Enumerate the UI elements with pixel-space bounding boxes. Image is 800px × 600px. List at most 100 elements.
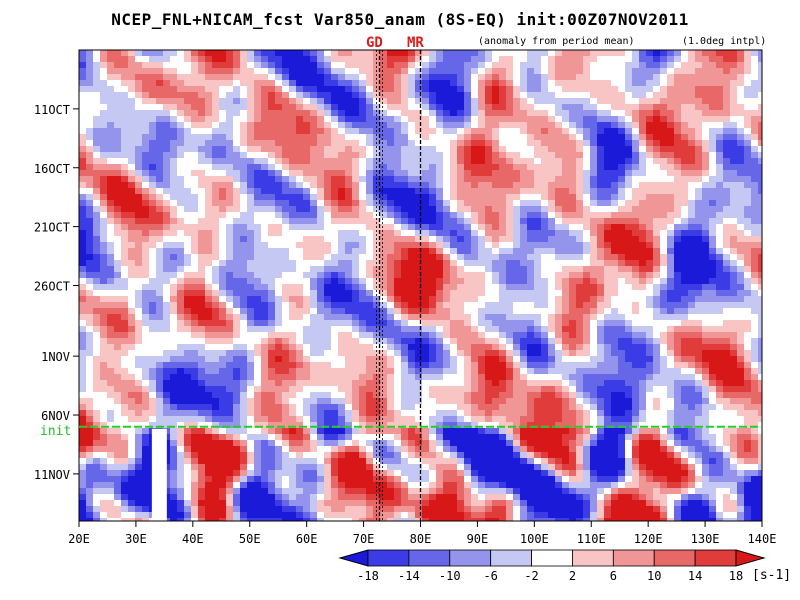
field-cell	[758, 284, 762, 290]
field-cell	[464, 326, 471, 332]
field-cell	[625, 380, 632, 386]
field-cell	[576, 338, 583, 344]
field-cell	[261, 398, 268, 404]
field-cell	[660, 122, 667, 128]
field-cell	[338, 266, 345, 272]
field-cell	[380, 284, 387, 290]
field-cell	[681, 296, 688, 302]
field-cell	[163, 182, 170, 188]
field-cell	[107, 248, 114, 254]
field-cell	[324, 80, 331, 86]
field-cell	[212, 140, 219, 146]
field-cell	[611, 86, 618, 92]
field-cell	[401, 374, 408, 380]
field-cell	[674, 236, 681, 242]
field-cell	[394, 92, 401, 98]
field-cell	[695, 80, 702, 86]
field-cell	[730, 284, 737, 290]
field-cell	[184, 92, 191, 98]
field-cell	[331, 218, 338, 224]
field-cell	[240, 290, 247, 296]
field-cell	[751, 212, 758, 218]
field-cell	[289, 194, 296, 200]
field-cell	[212, 98, 219, 104]
field-cell	[506, 284, 513, 290]
field-cell	[716, 398, 723, 404]
field-cell	[415, 68, 422, 74]
field-cell	[709, 344, 716, 350]
field-cell	[345, 248, 352, 254]
field-cell	[380, 50, 387, 56]
field-cell	[625, 128, 632, 134]
field-cell	[303, 308, 310, 314]
field-cell	[464, 158, 471, 164]
field-cell	[688, 176, 695, 182]
field-cell	[471, 128, 478, 134]
field-cell	[387, 74, 394, 80]
field-cell	[730, 404, 737, 410]
field-cell	[695, 404, 702, 410]
field-cell	[93, 194, 100, 200]
field-cell	[744, 374, 751, 380]
field-cell	[254, 278, 261, 284]
field-cell	[660, 200, 667, 206]
field-cell	[219, 140, 226, 146]
field-cell	[401, 266, 408, 272]
field-cell	[450, 314, 457, 320]
field-cell	[205, 134, 212, 140]
field-cell	[646, 386, 653, 392]
field-cell	[128, 308, 135, 314]
field-cell	[597, 308, 604, 314]
field-cell	[506, 68, 513, 74]
field-cell	[121, 248, 128, 254]
field-cell	[135, 266, 142, 272]
field-cell	[177, 386, 184, 392]
field-cell	[541, 236, 548, 242]
field-cell	[688, 290, 695, 296]
field-cell	[380, 362, 387, 368]
field-cell	[744, 176, 751, 182]
field-cell	[534, 50, 541, 56]
field-cell	[471, 212, 478, 218]
field-cell	[744, 164, 751, 170]
field-cell	[86, 56, 93, 62]
field-cell	[205, 308, 212, 314]
field-cell	[716, 56, 723, 62]
field-cell	[611, 236, 618, 242]
field-cell	[499, 182, 506, 188]
field-cell	[163, 314, 170, 320]
field-cell	[107, 194, 114, 200]
field-cell	[170, 398, 177, 404]
field-cell	[471, 344, 478, 350]
field-cell	[751, 278, 758, 284]
field-cell	[135, 236, 142, 242]
field-cell	[646, 74, 653, 80]
field-cell	[107, 182, 114, 188]
field-cell	[723, 194, 730, 200]
field-cell	[464, 56, 471, 62]
field-cell	[331, 212, 338, 218]
field-cell	[618, 134, 625, 140]
field-cell	[688, 254, 695, 260]
field-cell	[618, 182, 625, 188]
field-cell	[212, 50, 219, 56]
field-cell	[317, 80, 324, 86]
field-cell	[450, 116, 457, 122]
field-cell	[422, 326, 429, 332]
field-cell	[562, 320, 569, 326]
field-cell	[177, 110, 184, 116]
field-cell	[492, 134, 499, 140]
field-cell	[520, 86, 527, 92]
field-cell	[702, 398, 709, 404]
field-cell	[464, 314, 471, 320]
field-cell	[429, 248, 436, 254]
field-cell	[296, 386, 303, 392]
field-cell	[79, 410, 86, 416]
field-cell	[555, 152, 562, 158]
field-cell	[723, 332, 730, 338]
field-cell	[289, 404, 296, 410]
field-cell	[471, 248, 478, 254]
field-cell	[695, 308, 702, 314]
field-cell	[429, 176, 436, 182]
